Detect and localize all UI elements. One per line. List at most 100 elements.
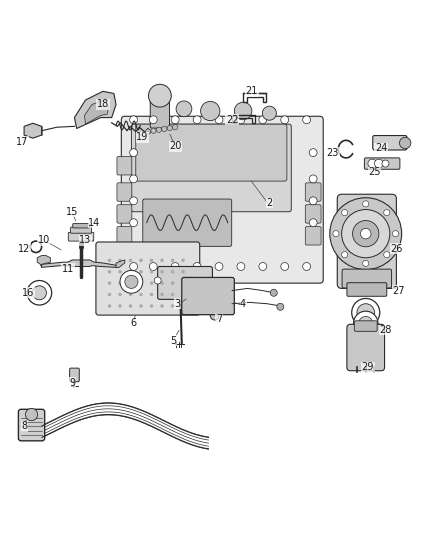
Circle shape — [303, 263, 311, 270]
FancyBboxPatch shape — [143, 199, 232, 246]
Circle shape — [171, 116, 179, 124]
Text: 21: 21 — [246, 86, 258, 96]
Circle shape — [130, 219, 138, 227]
Circle shape — [160, 304, 164, 308]
Circle shape — [281, 116, 289, 124]
Circle shape — [156, 127, 162, 133]
Circle shape — [173, 125, 178, 130]
Circle shape — [353, 311, 378, 336]
Circle shape — [363, 260, 369, 266]
Circle shape — [399, 138, 411, 149]
Circle shape — [237, 263, 245, 270]
Circle shape — [118, 293, 122, 296]
Circle shape — [201, 101, 220, 120]
FancyBboxPatch shape — [117, 157, 132, 175]
Circle shape — [130, 263, 138, 270]
Circle shape — [352, 298, 380, 327]
Circle shape — [129, 259, 132, 262]
Circle shape — [118, 281, 122, 285]
Circle shape — [160, 259, 164, 262]
Circle shape — [357, 304, 374, 321]
Circle shape — [160, 270, 164, 273]
Circle shape — [148, 84, 171, 107]
Circle shape — [130, 116, 138, 124]
FancyBboxPatch shape — [337, 194, 396, 288]
Text: 6: 6 — [131, 318, 137, 328]
Circle shape — [25, 408, 38, 421]
Circle shape — [150, 293, 153, 296]
Text: 13: 13 — [79, 235, 92, 245]
Text: 15: 15 — [66, 207, 78, 217]
FancyBboxPatch shape — [73, 223, 89, 228]
Circle shape — [149, 116, 157, 124]
Circle shape — [363, 201, 369, 207]
Circle shape — [171, 304, 174, 308]
FancyBboxPatch shape — [70, 368, 79, 382]
FancyBboxPatch shape — [158, 266, 212, 300]
Text: 27: 27 — [392, 286, 405, 296]
Circle shape — [171, 259, 174, 262]
Circle shape — [259, 116, 267, 124]
Circle shape — [150, 281, 153, 285]
Circle shape — [262, 106, 276, 120]
Circle shape — [392, 231, 399, 237]
Circle shape — [277, 303, 284, 310]
Circle shape — [118, 304, 122, 308]
FancyBboxPatch shape — [354, 321, 377, 332]
FancyBboxPatch shape — [305, 227, 321, 245]
FancyBboxPatch shape — [373, 135, 407, 150]
Circle shape — [309, 149, 317, 157]
Polygon shape — [85, 100, 109, 124]
FancyBboxPatch shape — [182, 278, 234, 314]
Circle shape — [154, 277, 161, 284]
Text: 5: 5 — [170, 336, 176, 346]
Circle shape — [368, 159, 377, 168]
Text: 29: 29 — [362, 362, 374, 372]
Circle shape — [181, 293, 185, 296]
FancyBboxPatch shape — [305, 205, 321, 223]
Circle shape — [139, 293, 143, 296]
FancyBboxPatch shape — [117, 183, 132, 201]
Text: 19: 19 — [136, 132, 148, 142]
Circle shape — [176, 101, 192, 117]
Circle shape — [384, 252, 390, 258]
Circle shape — [181, 281, 185, 285]
FancyBboxPatch shape — [121, 116, 323, 283]
Text: 10: 10 — [38, 235, 50, 245]
Circle shape — [108, 270, 111, 273]
Circle shape — [330, 198, 402, 270]
Circle shape — [342, 209, 390, 258]
Text: 9: 9 — [69, 377, 75, 387]
Circle shape — [32, 286, 46, 300]
FancyBboxPatch shape — [131, 124, 291, 212]
FancyBboxPatch shape — [18, 409, 45, 441]
FancyBboxPatch shape — [347, 324, 385, 371]
Circle shape — [118, 259, 122, 262]
Circle shape — [171, 293, 174, 296]
Circle shape — [171, 263, 179, 270]
Text: 8: 8 — [21, 422, 27, 431]
Circle shape — [129, 281, 132, 285]
Circle shape — [259, 263, 267, 270]
Circle shape — [149, 263, 157, 270]
FancyBboxPatch shape — [68, 232, 94, 241]
Circle shape — [309, 197, 317, 205]
Circle shape — [181, 304, 185, 308]
Circle shape — [181, 270, 185, 273]
Text: 4: 4 — [240, 298, 246, 309]
Circle shape — [234, 102, 252, 120]
Circle shape — [270, 289, 277, 296]
Circle shape — [160, 281, 164, 285]
Circle shape — [171, 270, 174, 273]
Circle shape — [215, 116, 223, 124]
Text: 3: 3 — [174, 298, 180, 309]
Text: 18: 18 — [97, 100, 109, 109]
Circle shape — [162, 126, 167, 132]
Circle shape — [303, 116, 311, 124]
Circle shape — [139, 259, 143, 262]
Circle shape — [129, 293, 132, 296]
Circle shape — [215, 263, 223, 270]
FancyBboxPatch shape — [96, 242, 200, 315]
Circle shape — [384, 209, 390, 216]
FancyBboxPatch shape — [364, 158, 400, 169]
